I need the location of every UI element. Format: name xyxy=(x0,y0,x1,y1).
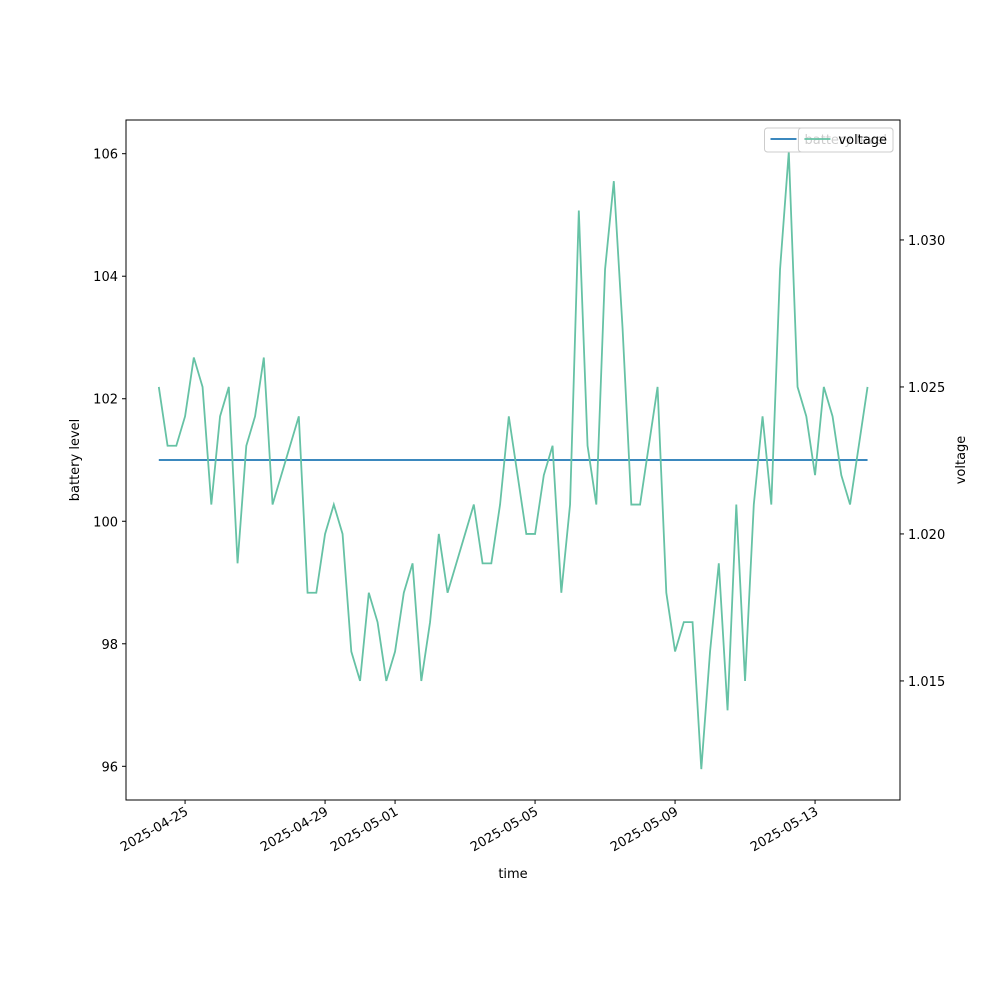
legend-box xyxy=(797,127,894,153)
y2-tick-label: 1.030 xyxy=(908,234,945,249)
y2-tick-label: 1.020 xyxy=(908,528,945,543)
series-line xyxy=(157,151,869,770)
plot-frame xyxy=(125,119,901,801)
y2-axis-label: voltage xyxy=(954,436,969,485)
x-axis-label: time xyxy=(498,867,527,882)
y-tick-label: 106 xyxy=(93,148,118,163)
legend-label: voltage xyxy=(838,133,887,148)
y-tick-label: 100 xyxy=(93,515,118,530)
y-tick-label: 98 xyxy=(101,638,118,653)
y-tick-label: 102 xyxy=(93,393,118,408)
y2-tick-label: 1.025 xyxy=(908,381,945,396)
y-tick-label: 96 xyxy=(101,760,118,775)
y2-tick-label: 1.015 xyxy=(908,675,945,690)
legend: voltage xyxy=(797,127,894,153)
y-tick-label: 104 xyxy=(93,270,118,285)
y-axis-label: battery level xyxy=(68,419,83,502)
